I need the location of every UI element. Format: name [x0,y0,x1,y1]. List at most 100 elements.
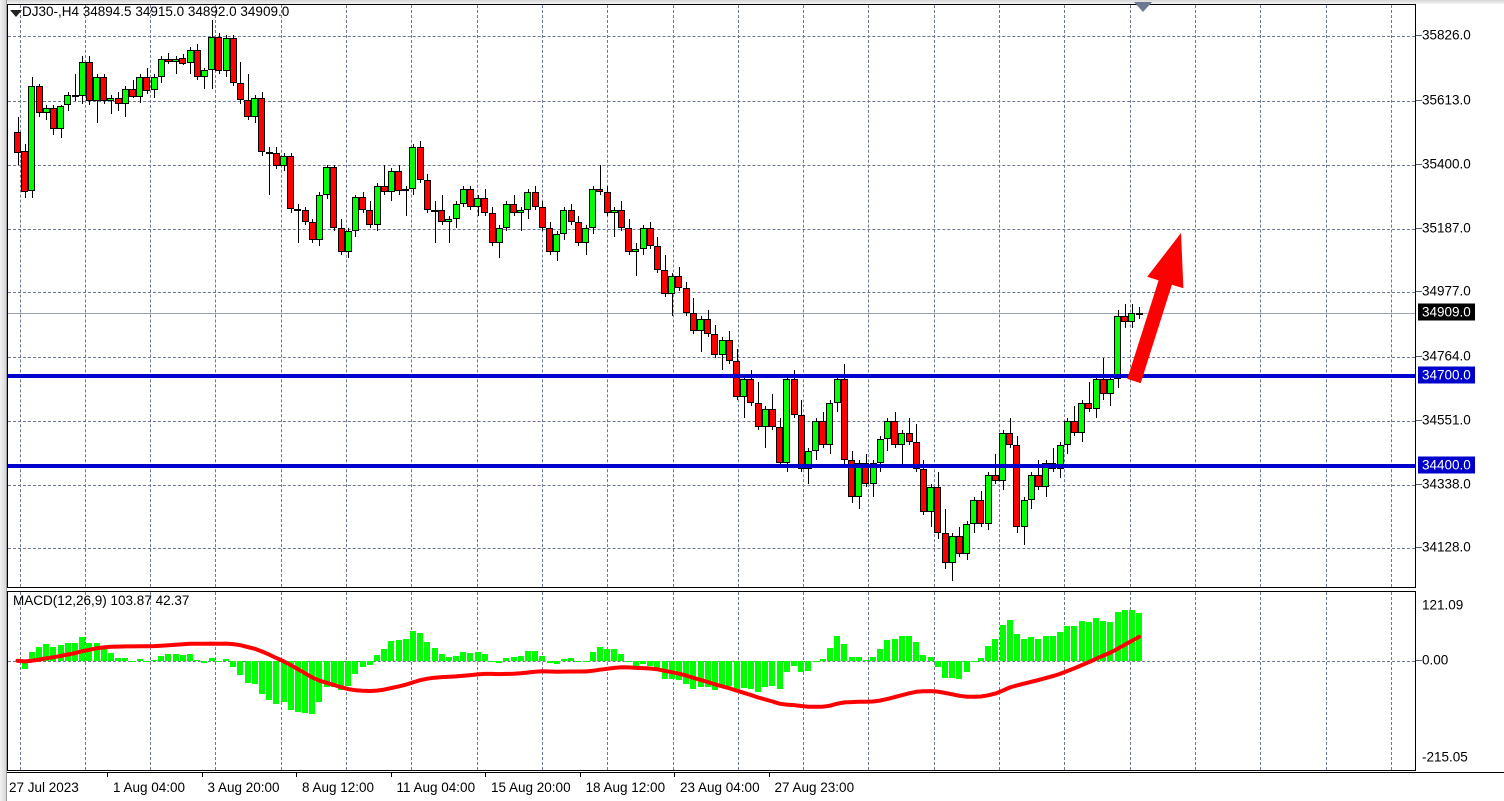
grid-line-horizontal [8,292,1415,294]
macd-histogram-bar [381,648,388,661]
candle-wick [636,243,637,277]
candle-bullish [639,228,647,250]
candle-bullish [208,36,216,71]
macd-histogram-bar [338,660,345,691]
time-axis-label: 8 Aug 12:00 [302,780,375,795]
triangle-down-marker-icon[interactable] [1134,2,1152,12]
candle-bullish [1106,378,1114,394]
level-price-tag[interactable]: 34700.0 [1418,366,1475,384]
macd-histogram-bar [273,660,280,704]
candle-bearish [596,188,604,192]
candle-bearish [380,185,388,192]
candle-bullish [28,86,36,192]
macd-histogram-bar [683,660,690,685]
macd-histogram-bar [323,660,330,687]
candle-bearish [977,499,985,524]
candle-bullish [553,234,561,253]
macd-histogram-bar [726,660,733,686]
macd-histogram-bar [596,646,603,661]
grid-line-vertical [1129,5,1131,587]
macd-axis[interactable]: 121.09 0.00 -215.05 [1416,591,1504,771]
candle-bearish [546,228,554,253]
macd-histogram-bar [431,647,438,661]
candle-wick [701,315,702,352]
candle-bullish [157,58,165,78]
candle-bearish [862,463,870,485]
macd-histogram-bar [560,659,567,661]
support-resistance-line[interactable] [8,464,1415,469]
macd-histogram-bar [115,657,122,661]
price-axis-label: 35400.0 [1422,156,1471,172]
candle-bullish [524,191,532,211]
grid-line-vertical [803,5,805,587]
macd-histogram-bar [179,655,186,661]
candle-bullish [351,197,359,232]
candle-bullish [697,318,705,331]
time-axis-label: 23 Aug 04:00 [680,780,760,795]
candle-bullish [323,167,331,195]
grid-line-vertical [541,5,543,587]
candle-bullish [502,204,510,229]
macd-histogram-bar [704,660,711,688]
macd-histogram-bar [884,639,891,661]
price-axis[interactable]: 35826.0 35613.0 35400.0 35187.0 34977.0 34764… [1416,4,1504,588]
candle-bullish [474,197,482,208]
candle-bullish [740,378,748,397]
macd-histogram-bar [834,635,841,661]
candle-bullish [984,475,992,524]
candle-bullish [402,188,410,192]
candle-bullish [826,403,834,446]
macd-indicator-pane[interactable]: MACD(12,26,9) 103.87 42.37 [7,591,1416,771]
macd-histogram-bar [100,648,107,661]
level-price-tag[interactable]: 34400.0 [1418,456,1475,474]
grid-line-vertical [84,5,86,587]
bullish-arrow-icon[interactable] [1127,233,1184,384]
macd-histogram-bar [524,650,531,661]
candle-bearish [538,207,546,229]
candle-wick [435,201,436,244]
macd-histogram-bar [287,660,294,710]
candle-bullish [876,439,884,464]
grid-line-vertical [476,5,478,587]
window-top-frame [0,0,1504,4]
candle-bearish [308,222,316,241]
candle-wick [1038,460,1039,491]
candle-wick [449,216,450,244]
candle-wick [176,56,177,75]
grid-line-horizontal [8,36,1415,38]
macd-histogram-bar [294,660,301,712]
price-chart-pane[interactable] [7,4,1416,588]
macd-histogram-bar [136,658,143,661]
grid-line-vertical [346,5,347,587]
candle-wick [909,418,910,446]
macd-histogram-bar [359,660,366,668]
grid-line-vertical [476,592,478,770]
current-price-tag[interactable]: 34909.0 [1418,303,1475,321]
macd-histogram-bar [949,660,956,678]
macd-axis-label: 0.00 [1422,652,1449,668]
macd-histogram-bar [862,660,869,662]
candle-bullish [344,231,352,252]
support-resistance-line[interactable] [8,373,1415,378]
macd-histogram-bar [215,660,222,663]
triangle-down-icon[interactable] [10,10,22,17]
macd-histogram-bar [992,638,999,661]
candle-bearish [934,487,942,533]
macd-histogram-bar [582,660,589,662]
time-axis[interactable]: 27 Jul 2023 1 Aug 04:00 3 Aug 20:00 8 Aug 1… [7,772,1504,801]
candle-bearish [646,228,654,247]
candle-bearish [1006,433,1014,446]
candle-bullish [121,88,129,105]
macd-axis-label: -215.05 [1422,749,1468,765]
grid-line-vertical [1325,5,1327,587]
macd-histogram-bar [36,647,43,661]
price-axis-label: 34128.0 [1422,539,1471,555]
axis-tick [1416,163,1422,165]
candle-bearish [49,107,57,129]
candle-bullish [783,378,791,464]
candle-wick [384,164,385,195]
candle-bearish [754,403,762,428]
candle-bullish [898,433,906,446]
candle-bearish [653,246,661,271]
grid-line-vertical [215,5,217,587]
